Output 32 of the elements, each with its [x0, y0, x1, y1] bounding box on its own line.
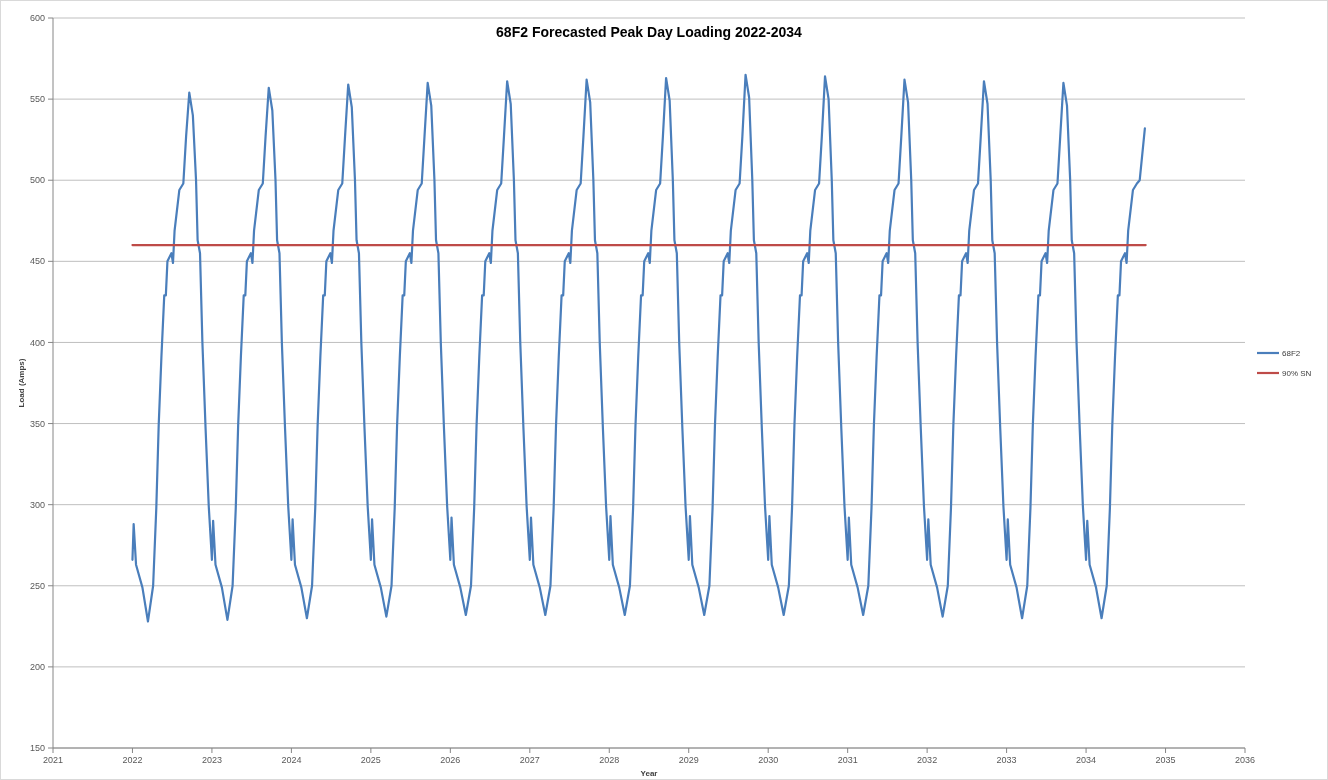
x-tick-label: 2033: [996, 755, 1017, 765]
y-tick-label: 300: [29, 499, 45, 510]
x-tick-label: 2036: [1234, 755, 1256, 765]
y-tick-label: 500: [29, 175, 45, 186]
y-tick-label: 550: [29, 94, 45, 105]
x-tick-label: 2028: [599, 755, 620, 765]
y-tick-label: 600: [29, 13, 45, 24]
x-tick-label: 2032: [917, 755, 938, 765]
y-tick-label: 250: [29, 580, 45, 591]
x-tick-label: 2027: [519, 755, 540, 765]
legend-label: 68F2: [1282, 348, 1301, 358]
text: 68F2 Forecasted Peak Day Loading 2022-2034: [496, 24, 803, 40]
line-series: [131, 73, 1146, 623]
x-tick-label: 2025: [360, 755, 381, 765]
y-tick-label: 150: [29, 743, 45, 754]
x-tick-label: 2029: [678, 755, 699, 765]
x-tick-label: 2021: [42, 755, 64, 765]
x-tick-label: 2022: [122, 755, 143, 765]
x-tick-label: 2034: [1076, 755, 1097, 765]
x-tick-label: 2024: [281, 755, 302, 765]
y-tick-label: 350: [29, 418, 45, 429]
x-tick-label: 2035: [1155, 755, 1176, 765]
y-axis-title: Load (Amps): [17, 358, 26, 408]
x-tick-label: 2026: [440, 755, 461, 765]
x-tick-label: 2031: [837, 755, 858, 765]
x-tick-label: 2030: [758, 755, 779, 765]
y-tick-label: 450: [29, 256, 45, 267]
legend-label: 90% SN: [1282, 368, 1312, 378]
x-axis-title: Year: [640, 769, 658, 778]
y-tick-label: 200: [29, 662, 45, 673]
y-tick-label: 400: [29, 337, 45, 348]
x-tick-label: 2023: [201, 755, 222, 765]
